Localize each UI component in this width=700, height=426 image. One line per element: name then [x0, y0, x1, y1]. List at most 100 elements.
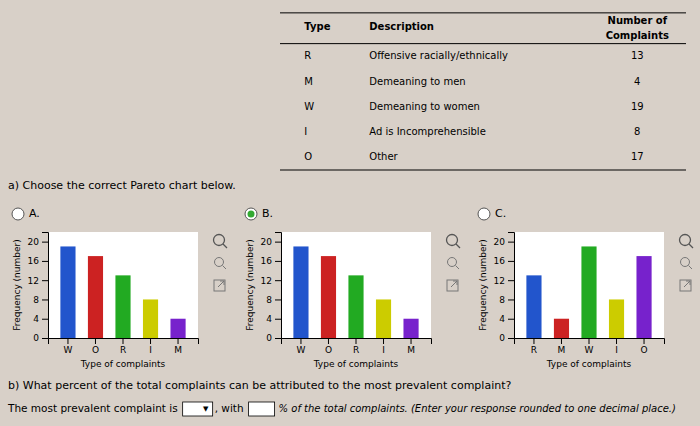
icon-part[interactable]: [214, 280, 225, 291]
share-icon[interactable]: [447, 280, 458, 291]
page: TypeDescriptionNumber ofComplaintsROffen…: [0, 0, 700, 426]
icon-part[interactable]: [681, 258, 690, 267]
tick-mark: [275, 242, 281, 243]
tick-label: 16: [494, 256, 506, 266]
radio[interactable]: [245, 208, 257, 220]
axis-line: [275, 233, 282, 339]
tick-label: 20: [28, 237, 40, 247]
tick: 0: [499, 333, 514, 343]
chart: C.048121620RMWIOFrequency (number)Type o…: [478, 207, 693, 369]
tick-mark: [356, 338, 357, 344]
plot: 048121620WORIMFrequency (number)Type of …: [245, 232, 432, 369]
plot-background: [281, 232, 431, 338]
tick-mark: [275, 280, 281, 281]
icon-part[interactable]: [456, 244, 460, 248]
icon-part[interactable]: [447, 235, 458, 246]
table-header: Type: [304, 21, 330, 32]
share-icon[interactable]: [680, 280, 691, 291]
table-cell: R: [304, 50, 311, 61]
icon-part[interactable]: [451, 281, 457, 287]
icon-part[interactable]: [218, 281, 224, 287]
tick-label: 8: [499, 295, 505, 305]
tick: I: [615, 338, 618, 355]
table-rule: [280, 170, 686, 171]
tick-mark: [42, 261, 48, 262]
tick-label: 4: [33, 314, 39, 324]
table-cell: 17: [631, 151, 644, 162]
bar: [88, 256, 103, 338]
dropdown-arrow[interactable]: ▼: [203, 405, 209, 413]
input-box[interactable]: [249, 402, 275, 416]
icon-part[interactable]: [680, 280, 691, 291]
radio[interactable]: [12, 208, 24, 220]
icon-part[interactable]: [680, 235, 691, 246]
icon-part[interactable]: [448, 258, 457, 267]
icon-part[interactable]: [214, 235, 225, 246]
tick: 0: [33, 333, 48, 343]
icon-part[interactable]: [223, 266, 227, 270]
tick-mark: [178, 338, 179, 344]
tick-label: 0: [266, 333, 272, 343]
tick-label: R: [531, 345, 537, 355]
table-cell: Offensive racially/ethnically: [369, 50, 508, 61]
table-header: Number of: [608, 15, 668, 26]
zoom-icon[interactable]: [680, 235, 694, 249]
tick-mark: [508, 242, 514, 243]
option-label: A.: [29, 207, 40, 220]
tick-label: 20: [261, 237, 273, 247]
table-cell: Ad is Incomprehensible: [369, 126, 486, 137]
table-header: Description: [369, 21, 434, 32]
tick-label: 16: [28, 256, 40, 266]
radio-outer[interactable]: [12, 208, 24, 220]
zoom-out-icon[interactable]: [681, 258, 693, 270]
zoom-icon[interactable]: [447, 235, 461, 249]
question: b) What percent of the total complaints …: [8, 379, 511, 392]
table: TypeDescriptionNumber ofComplaintsROffen…: [280, 13, 686, 170]
radio-outer[interactable]: [478, 208, 490, 220]
tick: 16: [28, 256, 48, 266]
dropdown-box[interactable]: [183, 402, 213, 416]
y-axis: 048121620: [28, 233, 49, 344]
tick-mark: [508, 338, 514, 339]
icon-part[interactable]: [223, 244, 227, 248]
tick-label: 12: [261, 276, 272, 286]
tick: O: [640, 338, 647, 355]
tick-mark: [275, 261, 281, 262]
tick-mark: [411, 338, 412, 344]
tick: 12: [28, 276, 48, 286]
zoom-icon[interactable]: [214, 235, 228, 249]
tick: M: [558, 338, 566, 355]
tick-label: O: [640, 345, 647, 355]
bars: [526, 246, 651, 338]
tick: 12: [261, 276, 281, 286]
icon-part[interactable]: [215, 258, 224, 267]
tick-label: R: [353, 345, 359, 355]
icon-part[interactable]: [684, 281, 690, 287]
table-cell: 8: [634, 126, 640, 137]
tick-mark: [275, 319, 281, 320]
tick-mark: [275, 299, 281, 300]
icon-part[interactable]: [689, 244, 693, 248]
tick-label: I: [382, 345, 385, 355]
zoom-out-icon[interactable]: [215, 258, 227, 270]
tick-label: 4: [266, 314, 272, 324]
radio-outer[interactable]: [245, 208, 257, 220]
tick: 16: [494, 256, 514, 266]
tick: M: [407, 338, 415, 355]
tick-label: 12: [28, 276, 39, 286]
icon-part[interactable]: [689, 266, 693, 270]
x-axis-title: Type of complaints: [80, 359, 166, 369]
tick-label: 0: [499, 333, 505, 343]
tick-label: 20: [494, 237, 506, 247]
icon-part[interactable]: [447, 280, 458, 291]
icon-part[interactable]: [456, 266, 460, 270]
tick-mark: [508, 280, 514, 281]
tick: 4: [266, 314, 281, 324]
tick: R: [531, 338, 537, 355]
zoom-out-icon[interactable]: [448, 258, 460, 270]
bars: [60, 246, 185, 338]
share-icon[interactable]: [214, 280, 225, 291]
radio[interactable]: [478, 208, 490, 220]
dropdown[interactable]: ▼: [183, 402, 213, 416]
radio-check[interactable]: [248, 211, 255, 218]
